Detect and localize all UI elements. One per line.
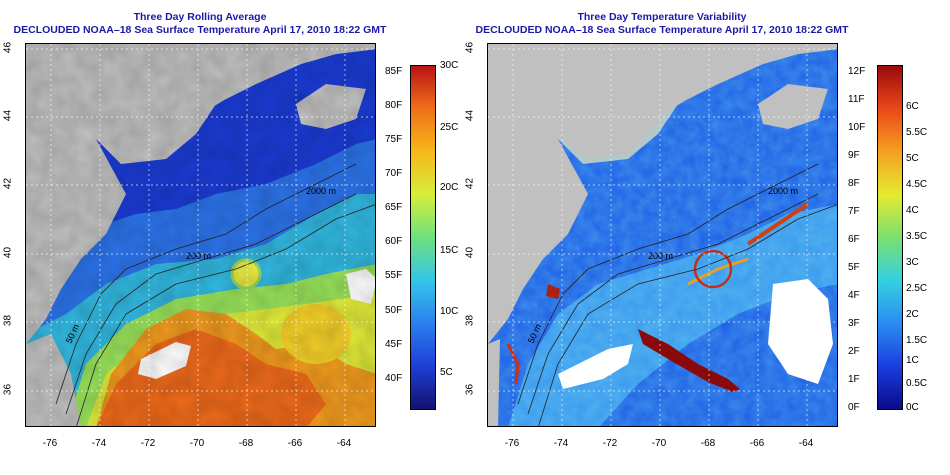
right-cb-c-8: 2C [906,309,919,320]
left-title-line1: Three Day Rolling Average [133,11,267,23]
left-colorbar [410,65,436,410]
left-cb-c-1: 25C [440,122,459,133]
right-cb-f-9: 3F [848,318,860,329]
left-cb-c-3: 15C [440,245,459,256]
right-cb-c-11: 0.5C [906,378,928,389]
right-title: Three Day Temperature Variability DECLOU… [462,11,862,37]
left-cb-f-3: 70F [385,168,403,179]
right-cb-c-6: 3C [906,257,919,268]
left-lon-76: -76 [42,438,58,449]
right-lon-64: -64 [798,438,814,449]
right-cb-c-1: 5.5C [906,127,928,138]
left-title-line2: DECLOUDED NOAA–18 Sea Surface Temperatur… [13,24,387,36]
right-colorbar [877,65,903,410]
left-cb-f-6: 55F [385,270,403,281]
left-cb-f-1: 80F [385,100,403,111]
left-cb-f-2: 75F [385,134,403,145]
right-lon-70: -70 [651,438,667,449]
right-cb-c-12: 0C [906,402,919,413]
left-lat-36: 36 [2,383,14,396]
right-title-line1: Three Day Temperature Variability [577,11,747,23]
left-lat-42: 42 [2,177,14,190]
right-variability-map: 200 m 50 m 2000 m [487,43,838,427]
right-cb-f-8: 4F [848,290,860,301]
right-lat-46: 46 [464,41,476,54]
left-lat-46: 46 [2,41,14,54]
left-cb-c-5: 5C [440,367,453,378]
left-map-svg: 200 m 50 m 2000 m [26,44,375,426]
right-lat-36: 36 [464,383,476,396]
right-lon-68: -68 [700,438,716,449]
left-cb-f-8: 45F [385,339,403,350]
right-map-svg: 200 m 50 m 2000 m [488,44,837,426]
left-lat-38: 38 [2,314,14,327]
left-lon-70: -70 [189,438,205,449]
left-cb-f-0: 85F [385,66,403,77]
left-lon-74: -74 [91,438,107,449]
right-lon-66: -66 [749,438,765,449]
right-cb-c-10: 1C [906,355,919,366]
right-cb-f-5: 7F [848,206,860,217]
left-contour-label-2000: 2000 m [306,186,336,196]
left-cb-f-4: 65F [385,202,403,213]
right-lon-76: -76 [504,438,520,449]
left-cb-c-4: 10C [440,306,459,317]
left-cb-f-5: 60F [385,236,403,247]
right-cb-c-2: 5C [906,153,919,164]
right-cb-c-0: 6C [906,101,919,112]
right-cb-f-7: 5F [848,262,860,273]
right-cb-f-11: 1F [848,374,860,385]
right-lon-74: -74 [553,438,569,449]
right-cb-f-10: 2F [848,346,860,357]
right-lat-38: 38 [464,314,476,327]
right-contour-label-200: 200 m [648,251,673,261]
left-cb-f-7: 50F [385,305,403,316]
left-lon-72: -72 [140,438,156,449]
right-title-line2: DECLOUDED NOAA–18 Sea Surface Temperatur… [475,24,849,36]
right-cb-f-12: 0F [848,402,860,413]
left-lat-44: 44 [2,109,14,122]
left-lon-64: -64 [336,438,352,449]
left-cb-f-9: 40F [385,373,403,384]
left-graticule [26,44,375,426]
right-cb-c-9: 1.5C [906,335,928,346]
right-cb-f-0: 12F [848,66,866,77]
right-lon-72: -72 [602,438,618,449]
right-cb-f-1: 11F [848,94,865,105]
right-cb-c-5: 3.5C [906,231,928,242]
left-lon-66: -66 [287,438,303,449]
left-cb-c-0: 30C [440,60,459,71]
right-lat-40: 40 [464,246,476,259]
left-contour-label-200: 200 m [186,251,211,261]
left-title: Three Day Rolling Average DECLOUDED NOAA… [0,11,400,37]
right-cb-f-3: 9F [848,150,860,161]
right-cb-c-4: 4C [906,205,919,216]
left-cb-c-2: 20C [440,182,459,193]
right-contour-label-2000: 2000 m [768,186,798,196]
left-sst-map: 200 m 50 m 2000 m [25,43,376,427]
right-cb-f-6: 6F [848,234,860,245]
right-cb-f-4: 8F [848,178,860,189]
right-cb-c-7: 2.5C [906,283,928,294]
right-cb-c-3: 4.5C [906,179,928,190]
right-graticule [488,44,837,426]
left-lat-40: 40 [2,246,14,259]
left-lon-68: -68 [238,438,254,449]
right-cb-f-2: 10F [848,122,866,133]
right-lat-44: 44 [464,109,476,122]
right-lat-42: 42 [464,177,476,190]
